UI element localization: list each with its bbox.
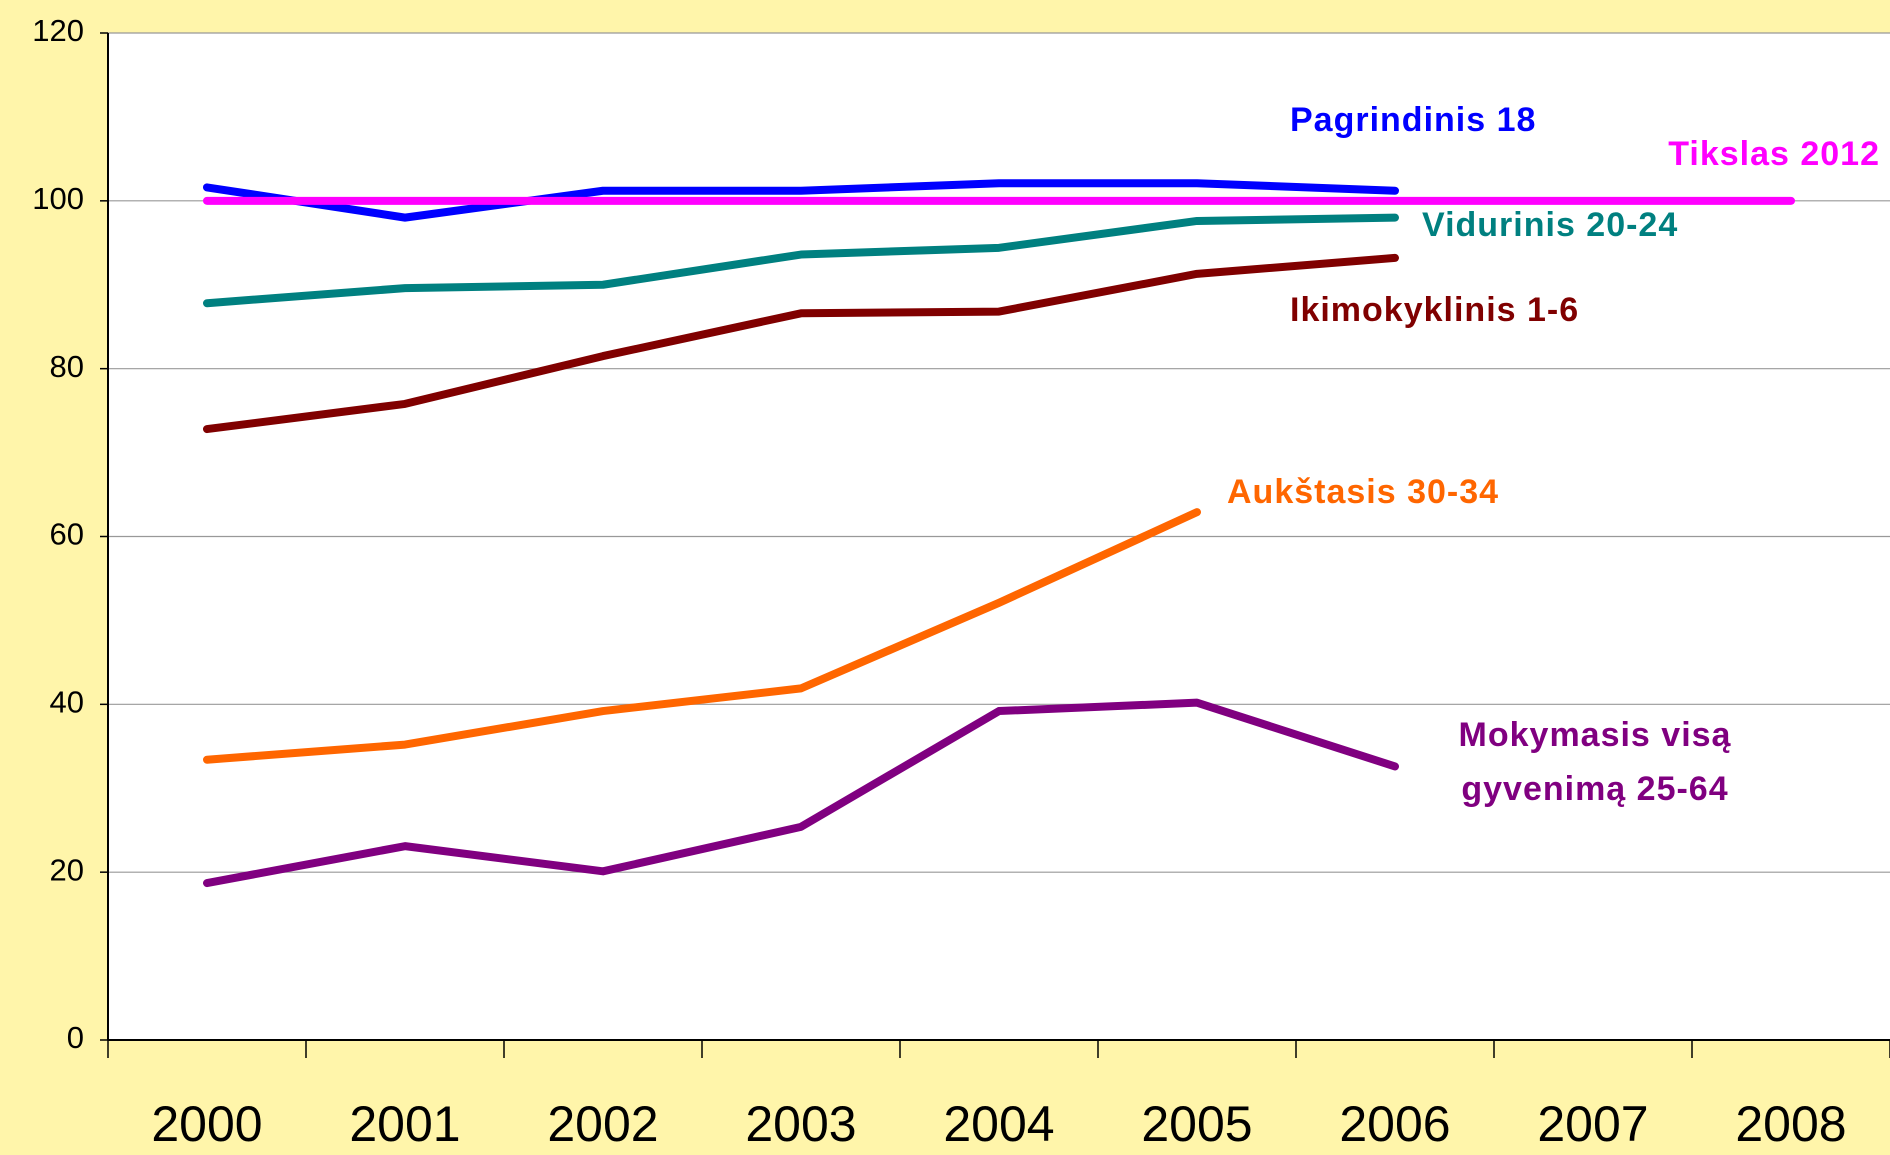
series-line <box>203 179 1399 222</box>
y-tick-label: 20 <box>50 852 84 887</box>
x-tick-label: 2001 <box>349 1096 460 1152</box>
series-label: Tikslas 2012 <box>1668 135 1880 173</box>
series-line <box>203 508 1201 764</box>
series-line <box>203 253 1399 434</box>
y-tick-label: 80 <box>50 349 84 384</box>
y-tick-label: 0 <box>67 1020 84 1055</box>
x-tick-label: 2008 <box>1735 1096 1846 1152</box>
x-tick-label: 2006 <box>1339 1096 1450 1152</box>
x-tick-label: 2005 <box>1141 1096 1252 1152</box>
series-line <box>203 698 1399 888</box>
y-tick-label: 60 <box>50 517 84 552</box>
series-label: Pagrindinis 18 <box>1290 101 1537 139</box>
x-tick-label: 2000 <box>151 1096 262 1152</box>
x-tick-label: 2007 <box>1537 1096 1648 1152</box>
series-label: Ikimokyklinis 1-6 <box>1290 291 1580 329</box>
series-line <box>203 213 1399 308</box>
series-label: Mokymasis visą gyvenimą 25-64 <box>1458 716 1732 808</box>
y-tick-label: 120 <box>32 13 84 48</box>
y-tick-label: 100 <box>32 181 84 216</box>
x-tick-label: 2004 <box>943 1096 1054 1152</box>
y-tick-label: 40 <box>50 685 84 720</box>
series-label: Vidurinis 20-24 <box>1422 206 1679 244</box>
x-tick-label: 2002 <box>547 1096 658 1152</box>
x-tick-label: 2003 <box>745 1096 856 1152</box>
series-label: Aukštasis 30-34 <box>1227 473 1500 511</box>
